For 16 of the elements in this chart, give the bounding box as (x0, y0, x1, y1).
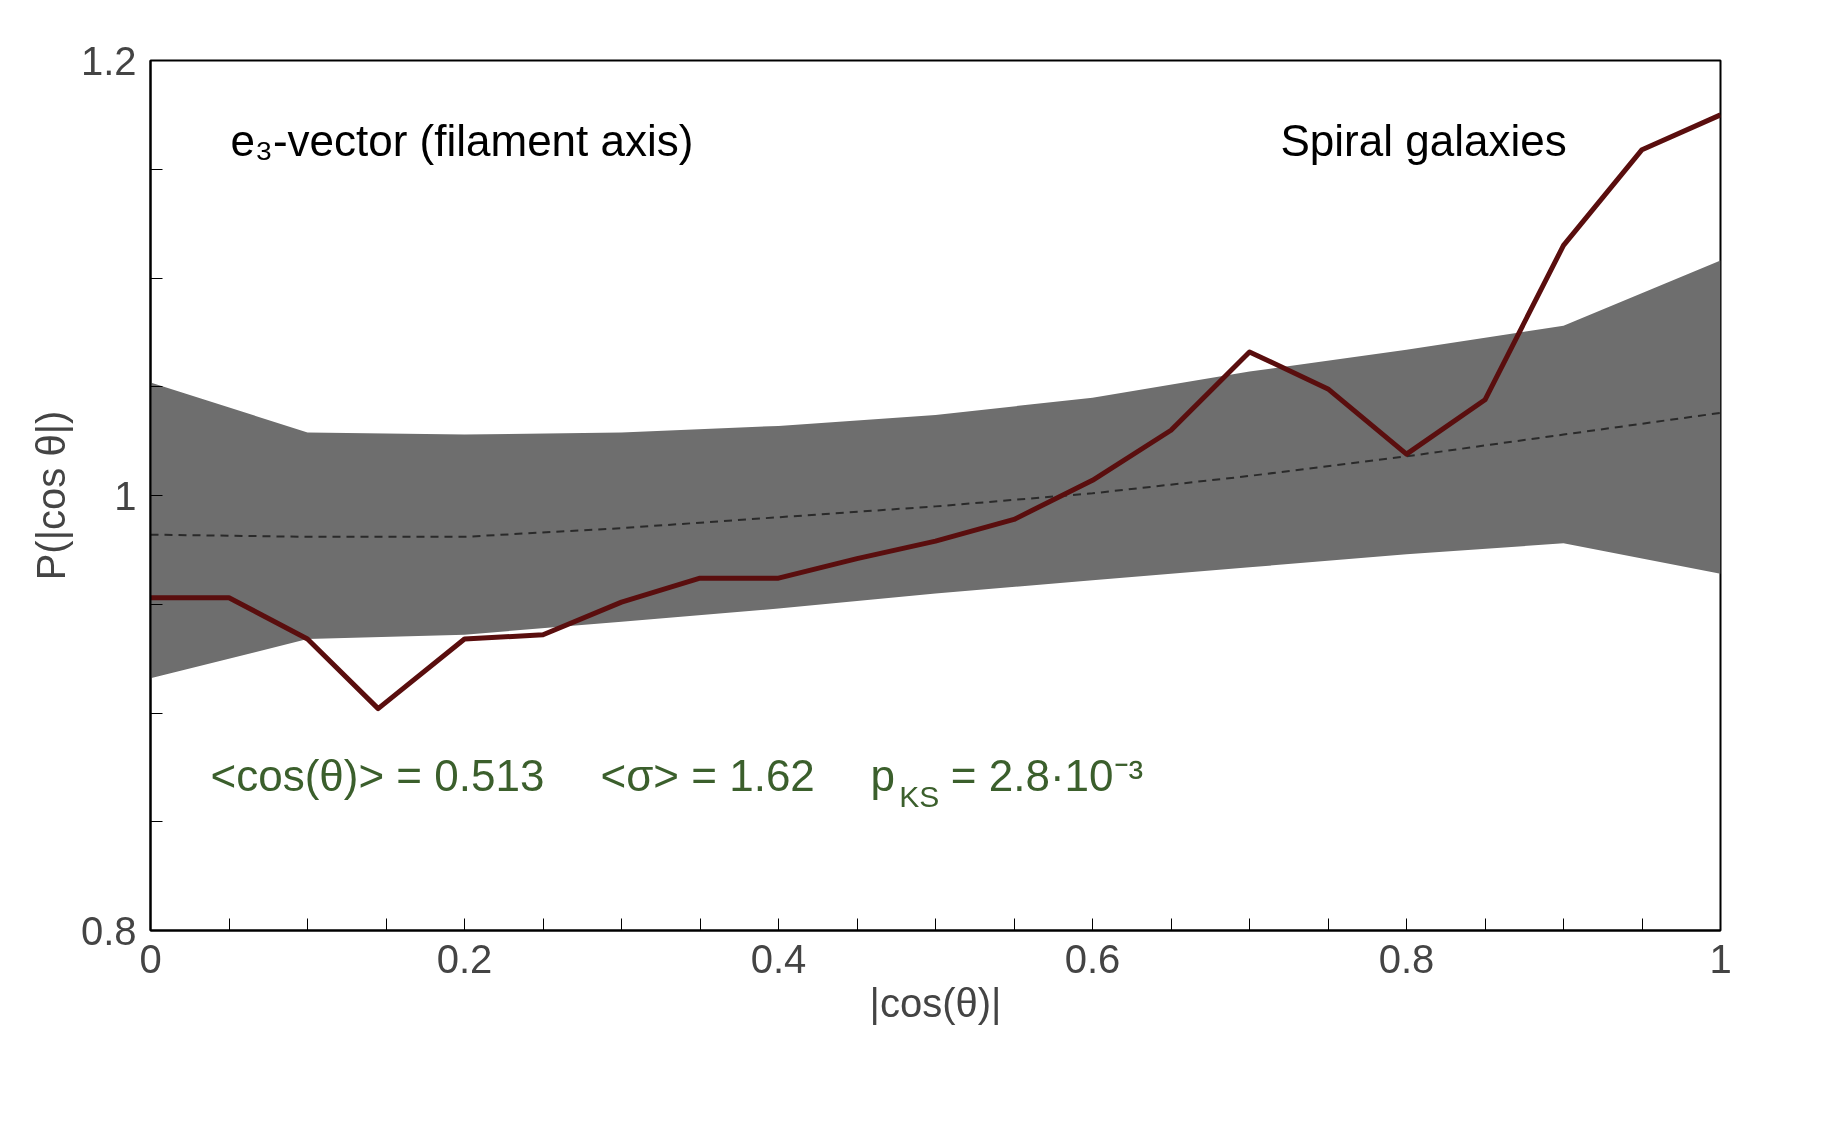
y-tick-label: 1 (114, 473, 137, 518)
x-tick-label: 1 (1709, 936, 1732, 981)
annotation: e₃-vector (filament axis) (230, 115, 694, 165)
line-series (150, 411, 1721, 538)
x-axis-title: |cos(θ)| (869, 980, 1002, 1025)
annotation: <cos(θ)> = 0.513 (210, 751, 545, 800)
y-tick-label: 0.8 (80, 908, 137, 953)
y-axis-title: P(|cos θ|) (28, 410, 73, 581)
x-tick-label: 0.6 (1064, 936, 1121, 981)
x-tick-label: 0.8 (1378, 936, 1435, 981)
x-tick-label: 0.2 (436, 936, 493, 981)
x-tick-label: 0.4 (750, 936, 807, 981)
annotation: <σ> = 1.62 (600, 751, 815, 800)
x-tick-label: 0 (139, 936, 162, 981)
y-tick-label: 1.2 (80, 38, 137, 83)
annotation: Spiral galaxies (1280, 115, 1567, 165)
